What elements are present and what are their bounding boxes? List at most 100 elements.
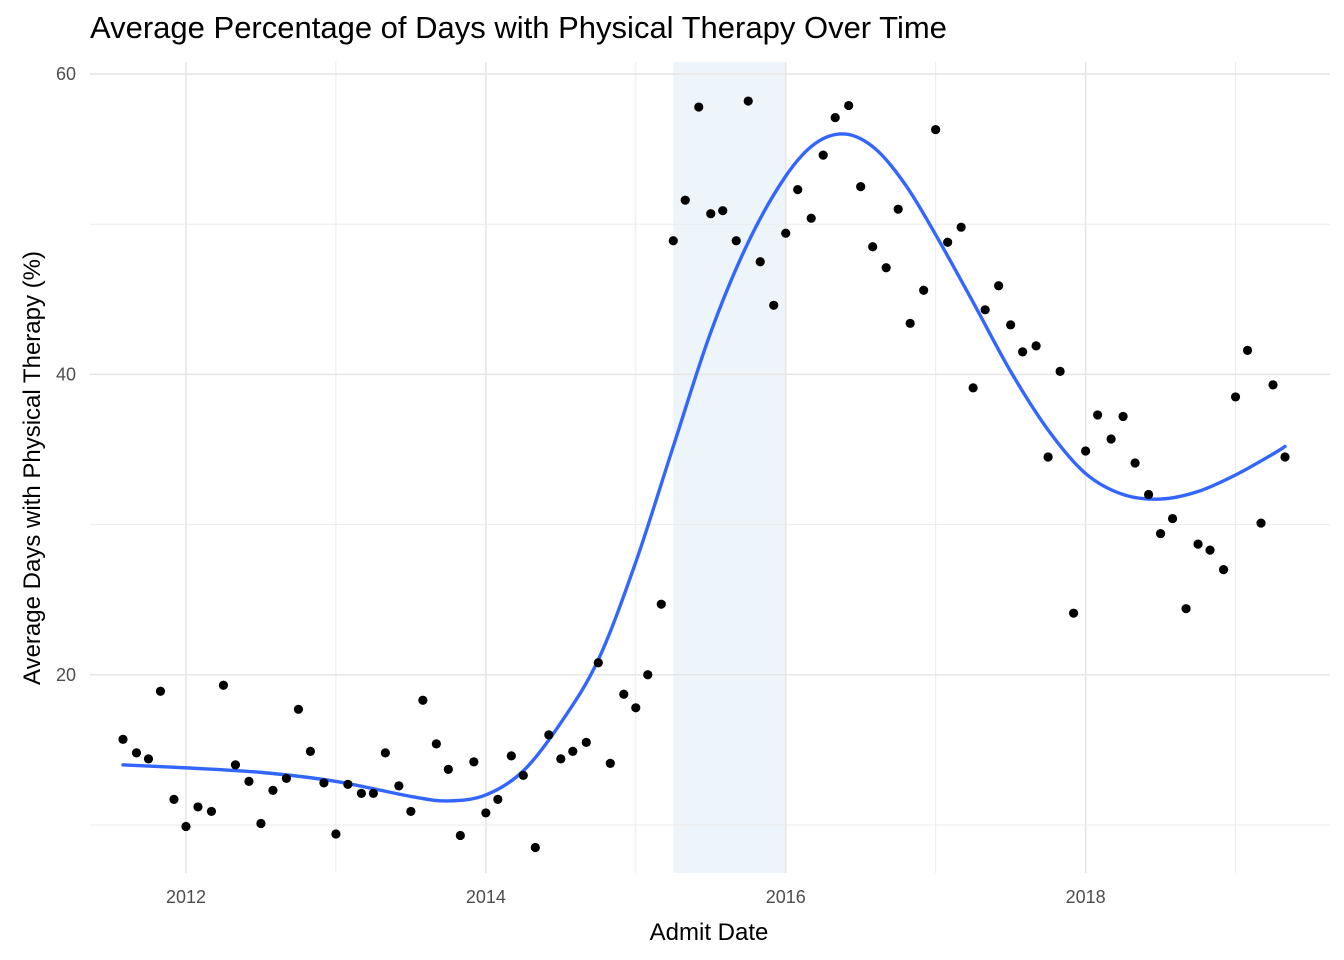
data-point bbox=[1092, 410, 1103, 420]
data-point bbox=[305, 746, 316, 756]
data-point bbox=[443, 764, 453, 774]
data-point bbox=[893, 204, 903, 214]
data-point bbox=[781, 228, 791, 238]
data-point bbox=[643, 670, 653, 680]
x-tick-label: 2014 bbox=[466, 887, 506, 907]
data-point bbox=[668, 236, 678, 246]
data-point bbox=[844, 100, 854, 111]
smooth-line-layer bbox=[121, 132, 1287, 803]
data-point bbox=[518, 770, 528, 780]
data-point bbox=[544, 730, 554, 740]
data-point bbox=[118, 734, 128, 744]
grid-layer bbox=[90, 62, 1330, 873]
data-point bbox=[319, 778, 329, 788]
data-point bbox=[530, 842, 540, 853]
data-point bbox=[1155, 528, 1166, 539]
data-point bbox=[1118, 411, 1128, 422]
data-point bbox=[931, 124, 941, 135]
data-point bbox=[556, 754, 566, 764]
data-point bbox=[1205, 545, 1215, 555]
data-point bbox=[343, 779, 353, 789]
data-point bbox=[856, 182, 866, 192]
data-point bbox=[1130, 458, 1140, 468]
data-point bbox=[755, 257, 765, 267]
data-point bbox=[769, 300, 779, 310]
data-point bbox=[605, 758, 615, 768]
data-point bbox=[1193, 539, 1203, 549]
data-point bbox=[1055, 366, 1065, 376]
data-point bbox=[406, 806, 416, 817]
data-point bbox=[731, 236, 741, 246]
data-point bbox=[706, 209, 716, 219]
data-point bbox=[806, 213, 816, 223]
y-tick-label: 40 bbox=[56, 364, 76, 384]
smooth-trend-line bbox=[121, 132, 1287, 803]
data-point bbox=[1242, 345, 1253, 355]
data-point bbox=[919, 285, 929, 295]
data-point bbox=[281, 773, 292, 783]
data-point bbox=[1218, 565, 1229, 575]
data-point bbox=[593, 658, 603, 668]
data-point bbox=[793, 185, 803, 195]
data-point bbox=[394, 781, 404, 791]
data-point bbox=[994, 281, 1004, 291]
data-point bbox=[368, 788, 378, 799]
data-point bbox=[943, 237, 953, 247]
highlight-band-layer bbox=[673, 62, 786, 873]
y-tick-label: 20 bbox=[56, 665, 76, 685]
data-point bbox=[905, 318, 915, 328]
data-point bbox=[1143, 489, 1154, 500]
tick-labels-layer: 2012 2014 2016 2018 20 40 60 bbox=[56, 64, 1106, 907]
x-tick-label: 2018 bbox=[1066, 887, 1106, 907]
data-point bbox=[1230, 392, 1241, 402]
x-axis-title: Admit Date bbox=[650, 919, 769, 946]
data-point bbox=[656, 599, 666, 609]
data-point bbox=[331, 829, 341, 839]
data-point bbox=[830, 112, 840, 123]
data-point bbox=[193, 802, 203, 812]
data-point bbox=[1006, 320, 1016, 330]
data-point bbox=[1181, 604, 1191, 614]
data-point bbox=[244, 776, 254, 786]
data-point bbox=[380, 748, 390, 758]
data-point bbox=[481, 808, 491, 818]
data-point bbox=[1167, 513, 1178, 524]
data-point bbox=[218, 680, 229, 690]
data-point bbox=[230, 760, 241, 770]
data-point bbox=[868, 242, 878, 252]
data-point bbox=[631, 703, 641, 713]
data-point bbox=[881, 263, 891, 273]
data-point bbox=[1106, 434, 1116, 444]
data-point bbox=[581, 737, 591, 747]
data-point bbox=[694, 102, 704, 112]
data-point bbox=[743, 96, 753, 106]
data-point bbox=[455, 830, 465, 841]
data-point bbox=[293, 704, 304, 714]
data-point bbox=[818, 150, 828, 160]
data-points-layer bbox=[118, 96, 1290, 853]
data-point bbox=[1268, 380, 1278, 390]
x-tick-label: 2016 bbox=[766, 887, 806, 907]
x-tick-label: 2012 bbox=[166, 887, 206, 907]
data-point bbox=[131, 748, 142, 758]
data-point bbox=[206, 806, 217, 817]
data-point bbox=[1080, 446, 1091, 456]
data-point bbox=[431, 739, 441, 749]
data-point bbox=[256, 818, 266, 829]
data-point bbox=[493, 794, 503, 805]
data-point bbox=[980, 305, 990, 315]
data-point bbox=[680, 195, 690, 205]
data-point bbox=[956, 222, 966, 232]
data-point bbox=[1031, 341, 1041, 351]
y-tick-label: 60 bbox=[56, 64, 76, 84]
highlight-band bbox=[673, 62, 786, 873]
data-point bbox=[268, 785, 278, 795]
data-point bbox=[568, 746, 578, 756]
data-point bbox=[143, 754, 154, 764]
data-point bbox=[718, 206, 728, 216]
y-axis-title: Average Days with Physical Therapy (%) bbox=[19, 251, 46, 685]
data-point bbox=[1069, 608, 1079, 618]
data-point bbox=[1280, 452, 1290, 462]
data-point bbox=[968, 383, 978, 393]
